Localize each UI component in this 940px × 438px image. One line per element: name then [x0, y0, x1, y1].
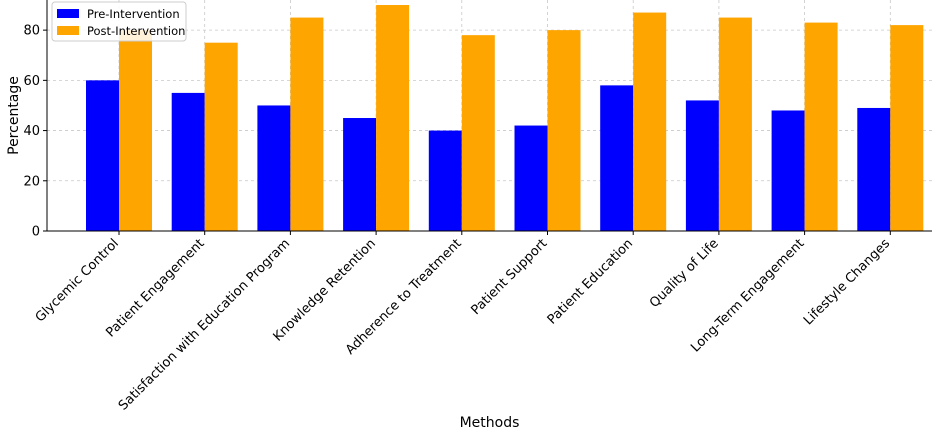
x-tick-label: Patient Education [545, 236, 636, 327]
bar-post-intervention [204, 42, 238, 231]
bar-post-intervention [718, 17, 752, 232]
y-tick-label: 60 [23, 74, 40, 89]
legend-label: Pre-Intervention [87, 7, 180, 21]
legend-label: Post-Intervention [87, 24, 185, 38]
legend: Pre-Intervention Post-Intervention [51, 1, 187, 42]
x-tick-label: Patient Support [468, 236, 550, 318]
x-tick-label: Patient Engagement [103, 236, 207, 340]
x-tick-label: Quality of Life [647, 236, 722, 311]
x-tick-label: Lifestyle Changes [801, 236, 893, 328]
bar-pre-intervention [343, 118, 377, 231]
bar-post-intervention [547, 30, 581, 232]
y-tick-label: 40 [23, 124, 40, 139]
y-ticks: 0 20 40 60 80 [23, 24, 47, 240]
y-tick-label: 80 [23, 24, 40, 39]
bar-pre-intervention [685, 100, 719, 231]
bar-post-intervention [119, 30, 152, 232]
bar-pre-intervention [857, 107, 891, 231]
bar-post-intervention [890, 25, 924, 231]
legend-box [51, 1, 187, 42]
bar-post-intervention [461, 35, 495, 231]
bar-pre-intervention [600, 85, 634, 231]
bar-pre-intervention [86, 80, 119, 231]
bar-post-intervention [290, 17, 324, 232]
y-tick-label: 20 [23, 174, 40, 189]
bar-pre-intervention [514, 125, 548, 231]
x-tick-label: Satisfaction with Education Program [116, 236, 293, 413]
x-axis-label: Methods [460, 415, 520, 431]
bar-pre-intervention [257, 105, 291, 231]
bar-pre-intervention [771, 110, 805, 231]
bar-pre-intervention [171, 92, 205, 231]
bars [86, 5, 924, 232]
bar-post-intervention [804, 22, 838, 232]
y-tick-label: 0 [32, 225, 40, 240]
y-axis-label: Percentage [6, 76, 22, 155]
bar-post-intervention [633, 12, 667, 231]
legend-swatch [57, 9, 79, 18]
axes [46, 0, 932, 232]
legend-swatch [57, 26, 79, 35]
bar-post-intervention [376, 5, 410, 231]
bar-pre-intervention [428, 130, 462, 231]
x-tick-label: Glycemic Control [33, 236, 122, 325]
